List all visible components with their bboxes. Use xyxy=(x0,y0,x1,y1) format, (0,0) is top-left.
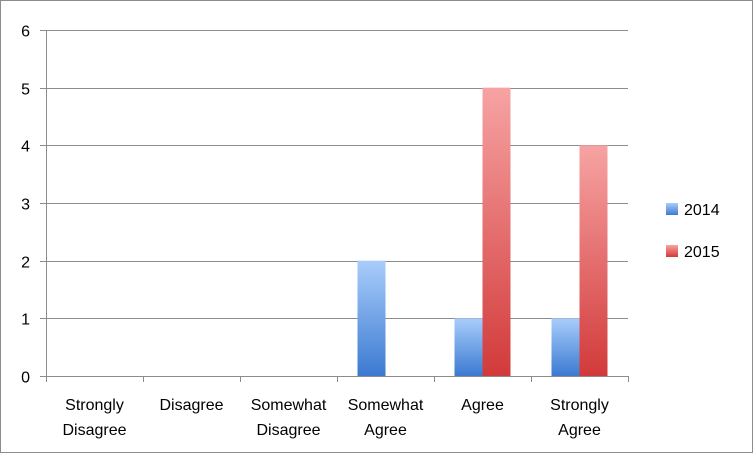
y-tick-label: 6 xyxy=(21,24,30,41)
y-tick-label: 2 xyxy=(21,255,30,272)
bars xyxy=(357,87,608,377)
legend: 2014 2015 xyxy=(666,202,720,261)
bar-2015 xyxy=(482,87,511,377)
y-tick-label: 5 xyxy=(21,82,30,99)
x-tick-label: Agree xyxy=(461,397,504,414)
y-tick-labels: 0 1 2 3 4 5 6 xyxy=(21,24,30,387)
x-tick-label: Disagree xyxy=(62,422,126,439)
x-tick-label: Disagree xyxy=(256,422,320,439)
bar-2014 xyxy=(357,260,386,376)
x-tick-label: Disagree xyxy=(159,397,223,414)
y-tick-label: 1 xyxy=(21,312,30,329)
legend-label-2015: 2015 xyxy=(684,244,720,261)
y-tick-label: 4 xyxy=(21,139,30,156)
bar-2014 xyxy=(551,318,580,376)
x-tick-label: Somewhat xyxy=(348,397,424,414)
x-tick-labels: Strongly Disagree Disagree Somewhat Disagree… xyxy=(62,397,608,439)
legend-label-2014: 2014 xyxy=(684,202,720,219)
x-tick-label: Agree xyxy=(364,422,407,439)
x-tick-label: Somewhat xyxy=(251,397,327,414)
x-tick-label: Strongly xyxy=(550,397,609,414)
bar-2015 xyxy=(579,145,608,376)
x-tick-label: Strongly xyxy=(65,397,124,414)
axes xyxy=(40,30,629,382)
y-tick-label: 3 xyxy=(21,197,30,214)
bar-2014 xyxy=(454,318,483,376)
legend-swatch-2015 xyxy=(666,245,678,257)
gridlines xyxy=(46,30,628,319)
y-tick-label: 0 xyxy=(21,370,30,387)
legend-swatch-2014 xyxy=(666,203,678,215)
x-tick-label: Agree xyxy=(558,422,601,439)
